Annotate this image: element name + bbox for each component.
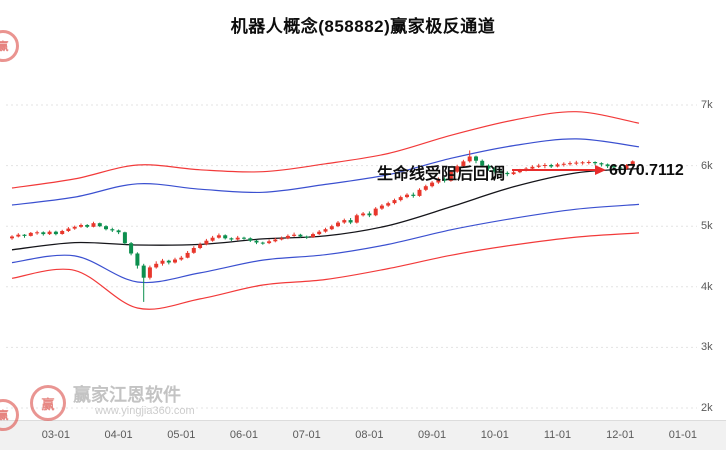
x-tick-label: 07-01 xyxy=(292,429,321,441)
chart-title: 机器人概念(858882)赢家极反通道 xyxy=(230,17,496,36)
x-tick-label: 01-01 xyxy=(668,429,697,441)
band-upper_red xyxy=(11,111,640,189)
band-upper_blue xyxy=(11,138,640,206)
logo-glyph: 赢 xyxy=(0,410,9,422)
x-tick-label: 10-01 xyxy=(480,429,509,441)
watermark-brand: 赢家江恩软件 xyxy=(73,385,181,405)
candles xyxy=(10,150,635,302)
last-price-label: 6070.7112 xyxy=(609,162,684,179)
channel-bands xyxy=(11,111,640,310)
logo-mark-icon: 赢 xyxy=(0,30,19,62)
y-axis-label: 2k xyxy=(701,402,713,414)
x-tick-label: 03-01 xyxy=(41,429,70,441)
x-tick-label: 05-01 xyxy=(167,429,196,441)
y-axis-label: 3k xyxy=(701,341,713,354)
band-lower_red xyxy=(11,232,640,310)
logo-glyph: 赢 xyxy=(41,396,55,412)
watermark-text: 赢家江恩软件 www.yingjia360.com xyxy=(73,385,195,417)
y-axis-label: 6k xyxy=(701,159,713,172)
x-tick-label: 12-01 xyxy=(606,429,635,441)
band-lower_blue xyxy=(11,203,640,284)
x-tick-label: 08-01 xyxy=(355,429,384,441)
annotation-arrow xyxy=(512,165,606,175)
x-tick-label: 11-01 xyxy=(543,429,572,441)
band-life_line xyxy=(11,167,640,251)
logo-mark-icon: 赢 xyxy=(0,399,19,431)
annotation-lifeline-text: 生命线受阻后回调 xyxy=(377,166,506,183)
watermark: 赢 赢家江恩软件 www.yingjia360.com xyxy=(30,385,195,421)
x-tick-label: 06-01 xyxy=(229,429,259,441)
watermark-site: www.yingjia360.com xyxy=(95,405,195,417)
y-axis-label: 7k xyxy=(701,99,713,111)
brand-logo-icon: 赢 xyxy=(30,385,66,421)
logo-glyph: 赢 xyxy=(0,41,9,53)
y-axis-label: 5k xyxy=(701,220,713,233)
x-axis: 03-01 04-01 05-01 06-01 07-01 08-01 09-01 10-01… xyxy=(0,420,726,450)
x-tick-label: 09-01 xyxy=(418,429,447,441)
y-axis-label: 4k xyxy=(701,280,713,293)
x-tick-label: 04-01 xyxy=(104,429,133,441)
